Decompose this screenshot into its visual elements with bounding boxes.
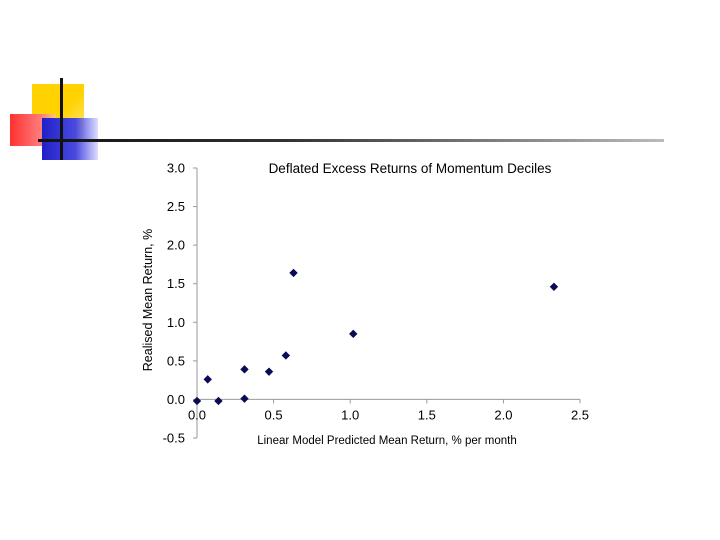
data-point	[203, 375, 212, 384]
data-point	[349, 329, 358, 339]
x-tick-label: 0.0	[188, 407, 206, 422]
x-tick-label: 2.5	[571, 407, 589, 422]
data-point	[549, 282, 559, 291]
data-point	[281, 351, 291, 360]
data-point	[289, 268, 298, 278]
data-point	[214, 396, 223, 406]
y-tick-label: 1.5	[167, 276, 185, 291]
y-tick-label: 2.5	[167, 199, 185, 214]
vertical-rule-decoration	[60, 78, 63, 160]
data-point	[264, 367, 274, 376]
x-tick-label: 1.0	[341, 407, 359, 422]
y-tick-label: 0.0	[167, 392, 185, 407]
horizontal-rule-decoration	[38, 139, 664, 142]
y-tick-label: 2.0	[167, 238, 185, 253]
y-tick-label: -0.5	[163, 431, 185, 446]
data-point	[240, 394, 249, 403]
data-point	[192, 396, 202, 406]
y-axis-label: Realised Mean Return, %	[141, 229, 155, 371]
x-axis-label: Linear Model Predicted Mean Return, % pe…	[257, 435, 517, 447]
y-tick-label: 3.0	[167, 161, 185, 176]
x-tick-label: 0.5	[265, 407, 283, 422]
chart-title: Deflated Excess Returns of Momentum Deci…	[269, 161, 552, 176]
x-tick-label: 2.0	[494, 407, 512, 422]
x-tick-label: 1.5	[418, 407, 436, 422]
data-point	[240, 365, 249, 374]
y-tick-label: 0.5	[167, 353, 185, 368]
y-tick-label: 1.0	[167, 315, 185, 330]
